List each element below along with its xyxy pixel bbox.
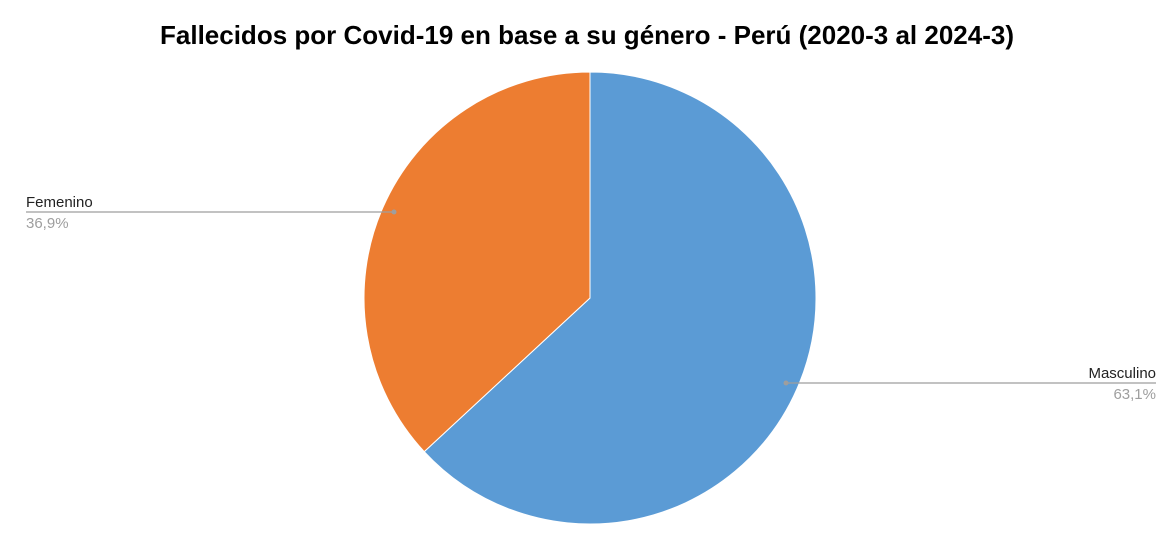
slice-value-masculino: 63,1%: [1113, 386, 1156, 403]
slice-label-femenino: Femenino: [26, 194, 93, 211]
leader-dot-masculino: [784, 381, 789, 386]
leader-dot-femenino: [392, 210, 397, 215]
slice-value-femenino: 36,9%: [26, 215, 69, 232]
slice-label-masculino: Masculino: [1088, 365, 1156, 382]
